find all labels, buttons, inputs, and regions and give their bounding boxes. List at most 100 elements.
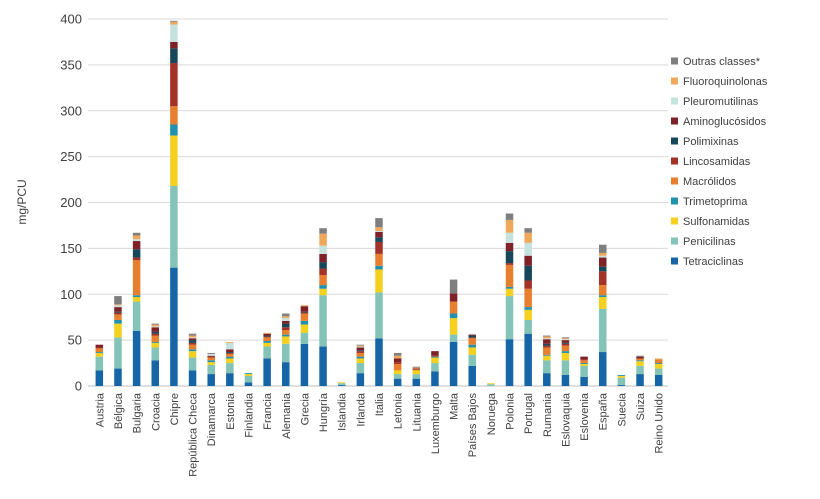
bar-segment [356, 356, 365, 359]
bar-segment [226, 342, 234, 350]
legend: Outras classes* Fluoroquinolonas Pleuromut… [671, 56, 768, 268]
x-axis-label: Eslovenia [579, 392, 591, 441]
bar-segment [505, 286, 514, 289]
bar-segment [300, 311, 309, 313]
bar-segment [300, 324, 309, 333]
bar [337, 382, 346, 386]
bar-segment [505, 263, 514, 265]
bar-segment [375, 338, 383, 386]
bar-segment [543, 336, 551, 339]
bar-segment [263, 332, 271, 334]
bar-segment [598, 244, 607, 253]
bar-segment [282, 334, 290, 337]
bar-segment [505, 264, 514, 287]
bar-segment [300, 312, 309, 314]
bar-segment [170, 20, 178, 22]
bar-segment [207, 364, 215, 375]
bar-segment [580, 363, 588, 366]
bar-segment [580, 360, 588, 364]
bar-segment [319, 245, 327, 254]
bar-segment [244, 375, 253, 383]
x-axis-label: Suiza [635, 392, 647, 420]
bar-segment [207, 360, 215, 363]
bar-segment [207, 362, 215, 365]
bar-segment [393, 358, 402, 363]
y-axis-title: mg/PCU [15, 179, 29, 224]
bar-segment [524, 307, 532, 310]
bar-segment [636, 358, 644, 361]
legend-label: Fluoroquinolonas [683, 76, 768, 88]
bar-segment [114, 307, 122, 312]
bar-segment [319, 262, 327, 269]
bar-segment [188, 370, 197, 386]
bar-segment [282, 362, 290, 386]
bar-segment [319, 228, 327, 234]
bar-segment [151, 342, 160, 348]
bar-segment [263, 336, 271, 338]
bar-segment [561, 339, 570, 341]
bar-segment [393, 352, 402, 356]
bar-segment [170, 41, 178, 49]
bar-segment [524, 333, 532, 386]
bar-segment [561, 338, 570, 340]
bar [170, 20, 178, 386]
bar-segment [524, 280, 532, 289]
legend-swatch [671, 177, 678, 185]
legend-label: Macrólidos [683, 176, 737, 188]
bar-segment [412, 378, 421, 386]
bar-segment [449, 301, 458, 314]
bar [431, 351, 439, 386]
bar-segment [393, 355, 402, 359]
bar-segment [356, 345, 365, 347]
legend-label: Aminoglucósidos [683, 116, 767, 128]
bar-segment [226, 358, 234, 364]
bar-segment [188, 340, 197, 343]
bar-segment [598, 271, 607, 286]
bar-segment [375, 265, 383, 270]
bar-segment [114, 312, 122, 315]
bar-segment [393, 363, 402, 371]
bar-segment [636, 355, 644, 357]
bar-segment [505, 242, 514, 252]
legend-item: Sulfonamidas [671, 216, 750, 228]
bar-segment [300, 313, 309, 321]
bar-segment [282, 336, 290, 344]
bar-segment [654, 363, 663, 364]
legend-label: Outras classes* [683, 56, 761, 68]
bar [561, 337, 570, 386]
bar-segment [226, 349, 234, 353]
bar-segment [356, 363, 365, 374]
bar-segment [356, 352, 365, 357]
bar-segment [170, 24, 178, 42]
bar [207, 352, 215, 386]
bar-segment [132, 260, 141, 296]
bar-segment [505, 219, 514, 233]
bar-segment [95, 352, 104, 353]
legend-item: Polimixinas [671, 136, 739, 148]
bar-segment [114, 296, 122, 305]
bar-segment [132, 232, 141, 236]
bar-segment [151, 335, 160, 342]
bar-segment [95, 347, 104, 349]
bar-segment [375, 241, 383, 254]
bar-segment [319, 233, 327, 246]
bar-segment [337, 383, 346, 386]
x-axis-label: Chipre [169, 393, 181, 425]
bar-segment [598, 352, 607, 386]
bar-segment [636, 365, 644, 375]
x-axis-label: Hungría [318, 392, 330, 432]
bar-segment [375, 269, 383, 293]
bar-segment [319, 285, 327, 289]
bar-segment [226, 341, 234, 343]
bar [449, 279, 458, 386]
bar [617, 374, 626, 386]
bar [319, 228, 327, 386]
y-tick-label: 250 [60, 149, 82, 164]
legend-item: Outras classes* [671, 56, 761, 68]
bar-segment [487, 383, 495, 385]
bar-segment [543, 338, 551, 340]
legend-item: Penicilinas [671, 236, 736, 248]
bar-segment [505, 288, 514, 297]
bar-segment [282, 316, 290, 319]
x-axis-label: Alemania [281, 392, 293, 439]
